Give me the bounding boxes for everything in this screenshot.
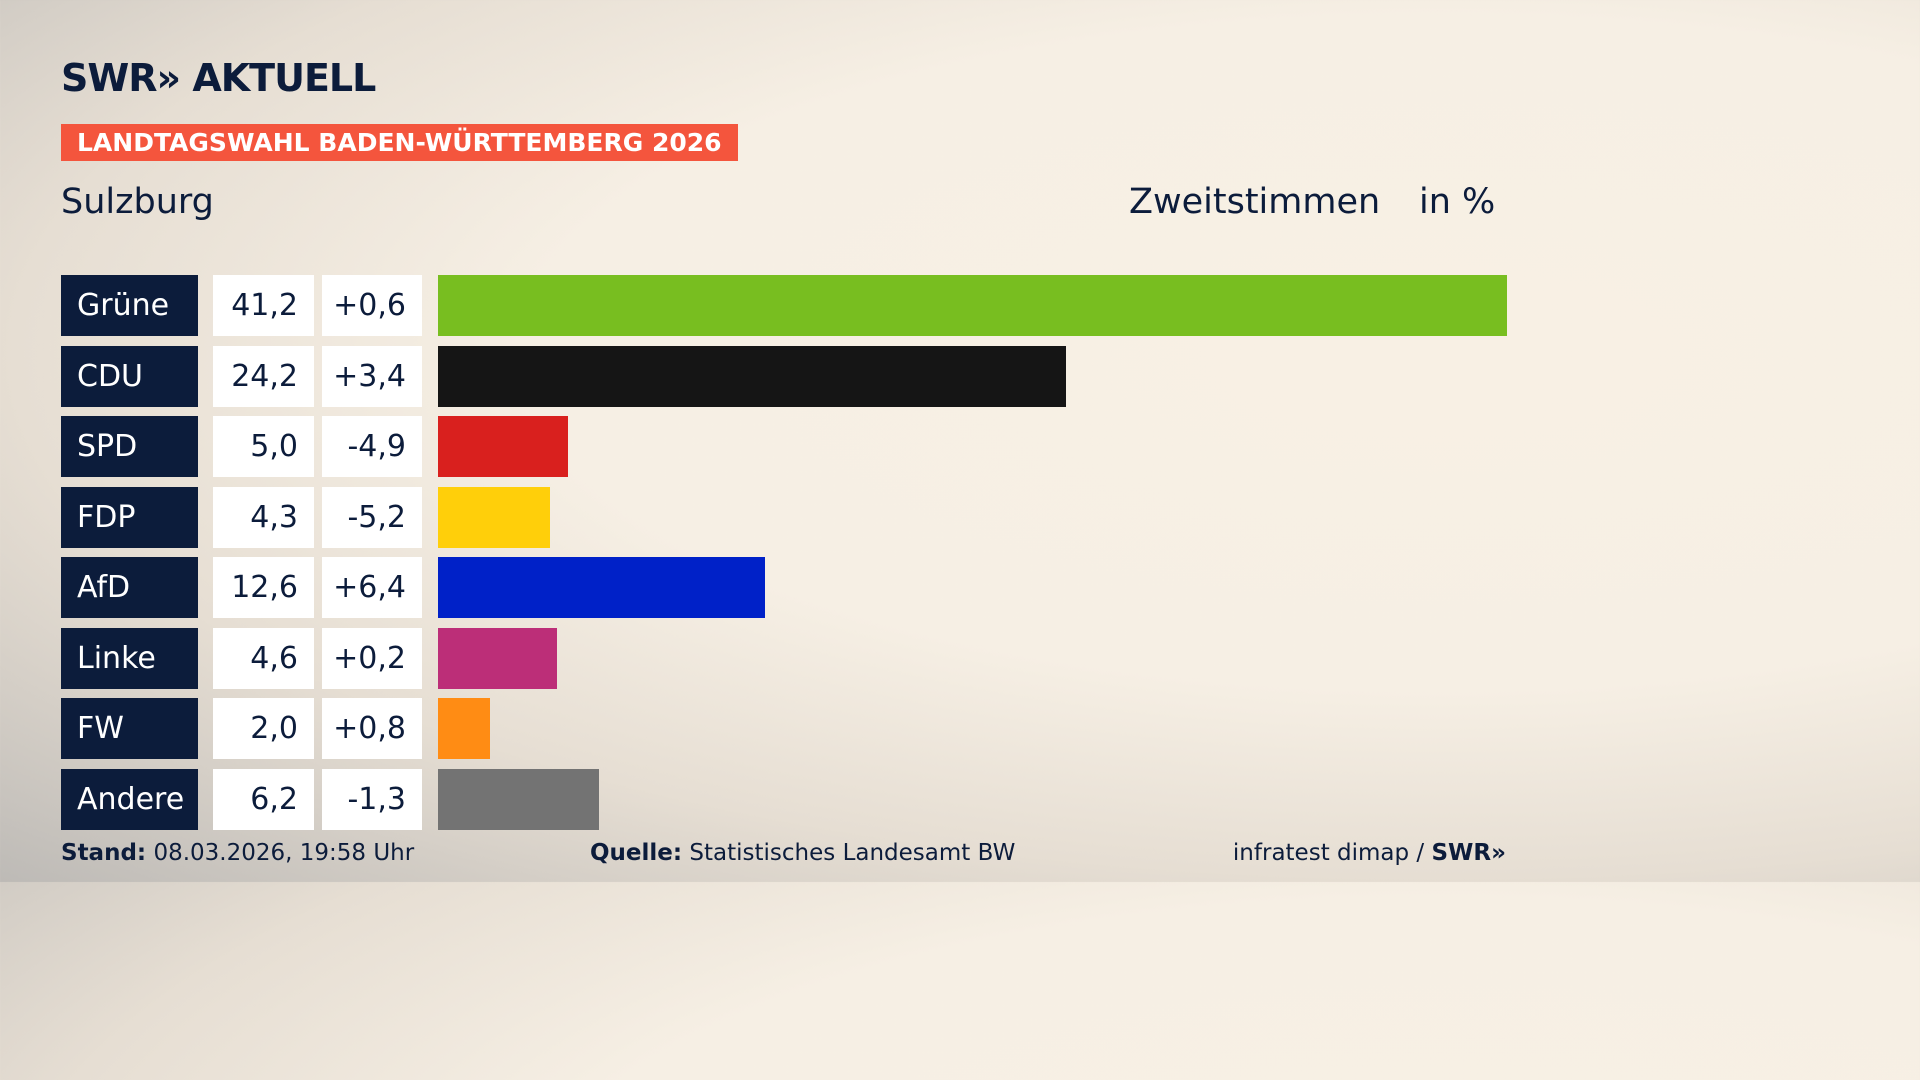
credit-text: infratest dimap / [1232,840,1425,866]
timestamp: Stand: 08.03.2026, 19:58 Uhr [61,840,414,866]
party-label: Andere [61,768,198,830]
source-label: Quelle: [590,840,683,866]
chart-row: AfD 12,6 +6,4 [0,557,1568,618]
value-label: 4,3 [213,486,314,548]
party-label: FW [61,698,198,759]
value-label: 5,0 [213,416,314,477]
party-label: FDP [61,486,198,548]
region-title: Sulzburg [61,182,214,222]
bar [438,416,568,477]
swr-aktuell-logo: SWR» AKTUELL [61,56,376,100]
chart-row: Grüne 41,2 +0,6 [0,275,1568,336]
party-label: Grüne [61,275,198,336]
bar [438,627,558,689]
party-label: Linke [61,627,198,689]
change-label: +0,6 [322,275,422,336]
bar [438,768,599,830]
chart-row: Andere 6,2 -1,3 [0,768,1568,830]
chart-row: FDP 4,3 -5,2 [0,486,1568,548]
swr-logo-small: SWR» [1431,840,1506,866]
change-label: +0,8 [322,698,422,759]
source-value: Statistisches Landesamt BW [689,840,1016,866]
metric-label: Zweitstimmen [1129,182,1381,222]
bar [438,486,550,548]
stand-value: 08.03.2026, 19:58 Uhr [153,840,415,866]
chart-row: Linke 4,6 +0,2 [0,627,1568,689]
stand-label: Stand: [61,840,147,866]
credit: infratest dimap / SWR» [1233,840,1506,866]
source: Quelle: Statistisches Landesamt BW [590,840,1015,866]
value-label: 6,2 [213,768,314,830]
party-label: AfD [61,557,198,618]
change-label: -1,3 [322,768,422,830]
party-label: CDU [61,345,198,407]
election-banner: LANDTAGSWAHL BADEN-WÜRTTEMBERG 2026 [61,124,738,161]
change-label: +6,4 [322,557,422,618]
value-label: 2,0 [213,698,314,759]
value-label: 24,2 [213,345,314,407]
chart-row: FW 2,0 +0,8 [0,698,1568,759]
chart-row: CDU 24,2 +3,4 [0,345,1568,407]
change-label: +0,2 [322,627,422,689]
unit-label: in % [1419,182,1496,222]
change-label: +3,4 [322,345,422,407]
change-label: -5,2 [322,486,422,548]
value-label: 41,2 [213,275,314,336]
bar [438,557,765,618]
change-label: -4,9 [322,416,422,477]
value-label: 12,6 [213,557,314,618]
party-label: SPD [61,416,198,477]
bar [438,345,1066,407]
chart-row: SPD 5,0 -4,9 [0,416,1568,477]
bar [438,275,1507,336]
value-label: 4,6 [213,627,314,689]
bar [438,698,490,759]
